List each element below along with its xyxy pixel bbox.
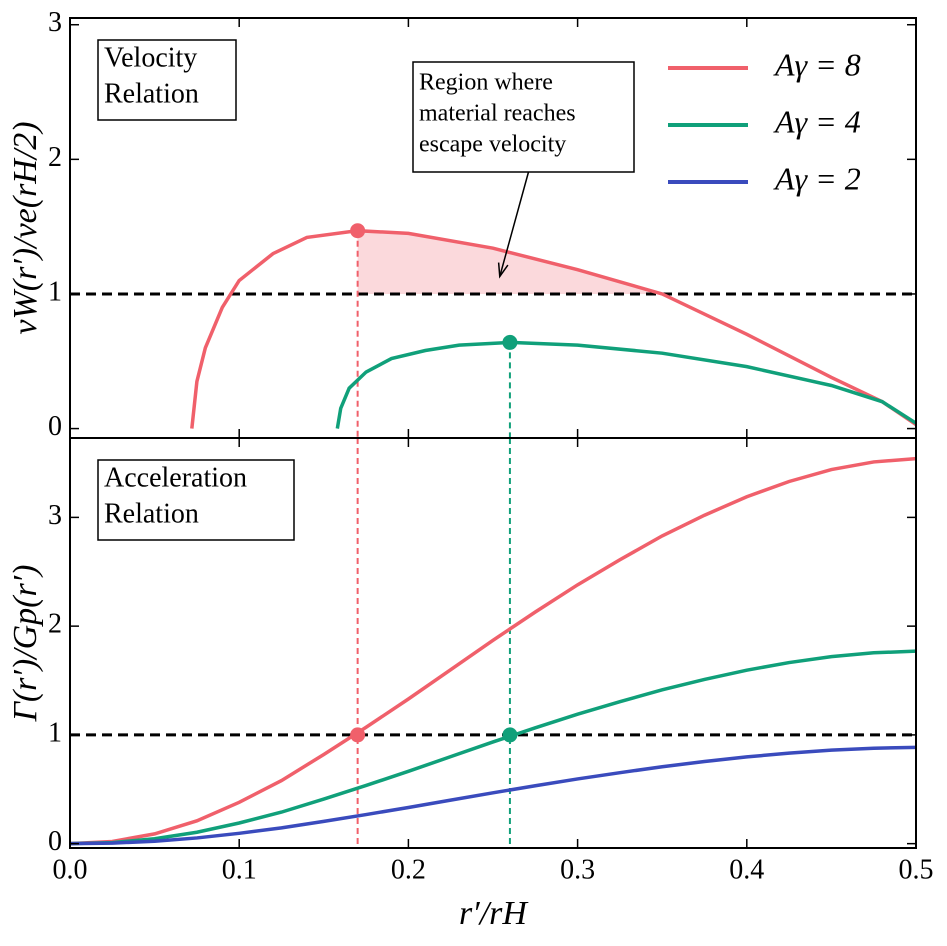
y-tick-label: 2 <box>48 142 62 173</box>
x-tick-label: 0.0 <box>53 854 88 885</box>
marker <box>502 334 518 350</box>
y-tick-label: 0 <box>48 826 62 857</box>
panel-label: Relation <box>104 78 199 109</box>
x-tick-label: 0.2 <box>391 854 426 885</box>
axes-frame <box>69 437 917 849</box>
marker <box>502 727 518 743</box>
annotation-text: Region where <box>419 70 553 96</box>
panel-label-box <box>97 459 295 541</box>
marker <box>350 223 366 239</box>
x-axis-label: r′/rH <box>459 895 529 932</box>
y-axis-label: Γ(r′)/Gp(r′) <box>7 565 44 723</box>
series-line <box>69 649 917 846</box>
series-line <box>69 745 917 846</box>
annotation-text: escape velocity <box>419 132 566 158</box>
x-tick-label: 0.3 <box>560 854 595 885</box>
panel-label-box <box>97 39 237 121</box>
arrow-head <box>497 262 509 279</box>
x-tick-label: 0.1 <box>222 854 257 885</box>
x-tick-label: 0.5 <box>899 854 934 885</box>
annotation-arrow <box>499 171 530 277</box>
y-axis-label: vW(r′)/ve(rH/2) <box>7 121 44 334</box>
annotation-text: material reaches <box>419 101 576 127</box>
escape-region <box>357 230 663 294</box>
series-line <box>69 456 917 846</box>
legend-label: Aγ = 8 <box>773 46 861 82</box>
marker <box>350 727 366 743</box>
y-tick-label: 2 <box>48 609 62 640</box>
annotation-box <box>412 61 635 173</box>
panel-label: Relation <box>104 498 199 529</box>
y-tick-label: 1 <box>48 717 62 748</box>
y-tick-label: 0 <box>48 411 62 442</box>
legend-label: Aγ = 2 <box>773 160 861 196</box>
x-tick-label: 0.4 <box>729 854 764 885</box>
panel-label: Acceleration <box>104 462 247 493</box>
legend-label: Aγ = 4 <box>773 103 861 139</box>
series-line <box>190 228 917 429</box>
y-tick-label: 3 <box>48 500 62 531</box>
series-line <box>335 340 917 429</box>
y-tick-label: 1 <box>48 276 62 307</box>
panel-label: Velocity <box>104 42 197 73</box>
y-tick-label: 3 <box>48 7 62 38</box>
